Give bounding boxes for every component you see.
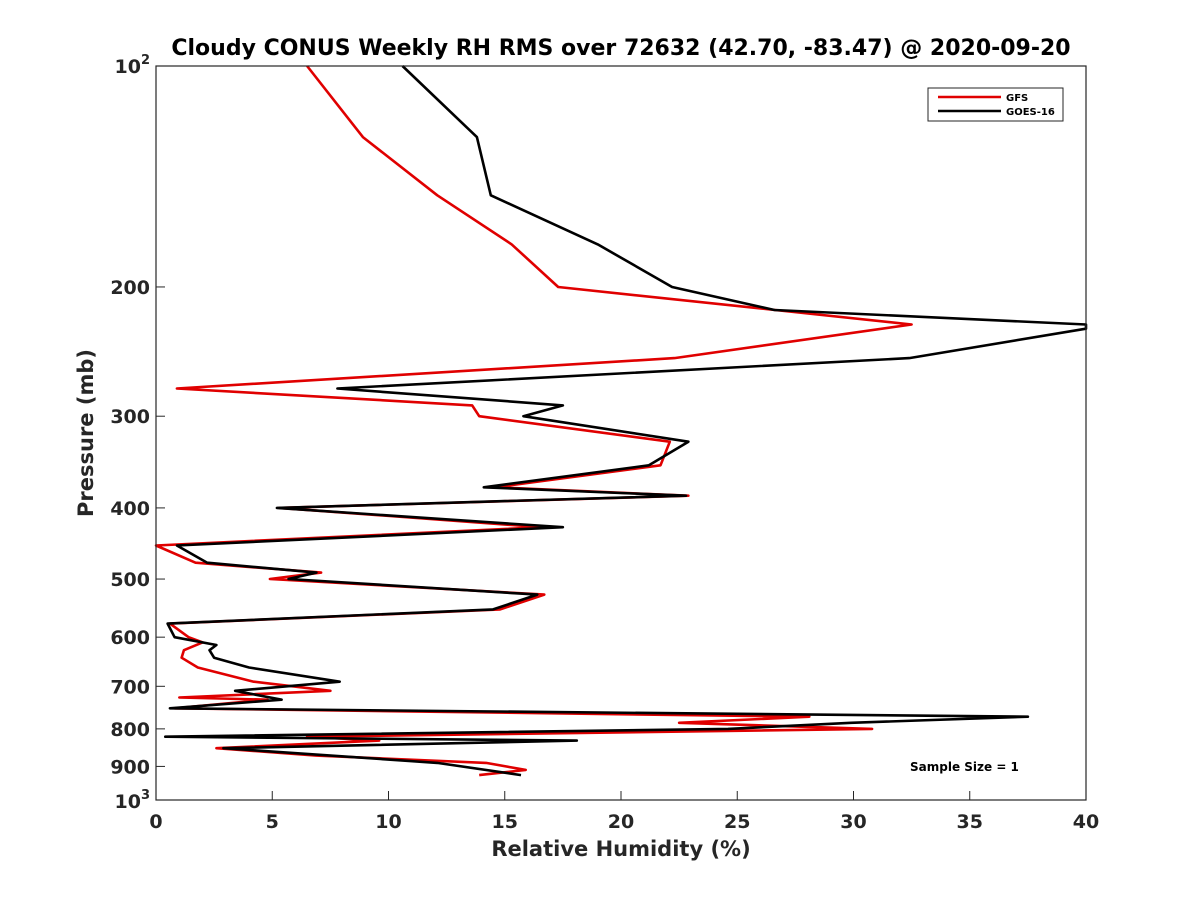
y-tick-label: 800 <box>110 719 150 741</box>
legend: GFS GOES-16 <box>927 87 1064 122</box>
legend-label-goes16: GOES-16 <box>1006 107 1055 118</box>
y-axis-label: Pressure (mb) <box>74 349 98 517</box>
legend-label-gfs: GFS <box>1006 93 1028 104</box>
x-tick-label: 10 <box>375 811 401 833</box>
chart-title: Cloudy CONUS Weekly RH RMS over 72632 (4… <box>171 36 1070 61</box>
y-tick-label-top: 102 <box>115 53 151 78</box>
x-tick-label: 0 <box>149 811 162 833</box>
series-layer <box>154 65 1088 777</box>
x-tick-label: 20 <box>608 811 634 833</box>
y-tick-label: 900 <box>110 756 150 778</box>
x-tick-label: 30 <box>840 811 866 833</box>
series-line-gfs <box>154 65 913 777</box>
legend-box <box>927 87 1064 122</box>
sample-size-annotation: Sample Size = 1 <box>910 760 1019 774</box>
y-axis: 200 300 400 500 600 700 800 900 <box>110 65 165 801</box>
y-tick-label: 300 <box>110 406 150 428</box>
y-tick-label: 500 <box>110 569 150 591</box>
y-tick-label: 400 <box>110 498 150 520</box>
x-tick-label: 35 <box>957 811 983 833</box>
x-tick-label: 40 <box>1073 811 1099 833</box>
x-tick-label: 5 <box>266 811 279 833</box>
x-axis-label: Relative Humidity (%) <box>491 837 750 861</box>
x-tick-label: 25 <box>724 811 750 833</box>
x-tick-label: 15 <box>492 811 518 833</box>
y-tick-label: 700 <box>110 676 150 698</box>
axes-box <box>155 65 1087 801</box>
series-line-goes16 <box>164 65 1088 777</box>
y-tick-label: 600 <box>110 627 150 649</box>
y-tick-label: 200 <box>110 277 150 299</box>
y-tick-label-bottom: 103 <box>115 788 151 813</box>
x-axis: 0 5 10 15 20 25 30 35 40 <box>149 791 1099 833</box>
